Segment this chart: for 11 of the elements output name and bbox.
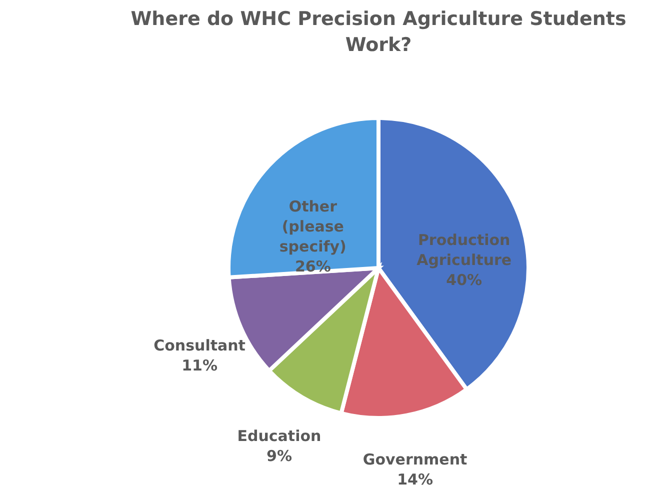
data-label: 11% [182, 356, 218, 374]
data-label: 14% [397, 470, 433, 487]
slice-label: Education [237, 426, 322, 445]
slice-label: Production Agriculture [416, 231, 512, 270]
slice-label: Other (please specify) [279, 197, 346, 256]
data-label: 26% [294, 257, 331, 276]
slice-label: Consultant [154, 336, 246, 354]
data-label: 40% [446, 271, 482, 290]
slice-label: Government [362, 450, 468, 469]
chart-title: Where do WHC Precision Agriculture Students Work? [130, 8, 626, 56]
data-label: 9% [266, 446, 292, 465]
